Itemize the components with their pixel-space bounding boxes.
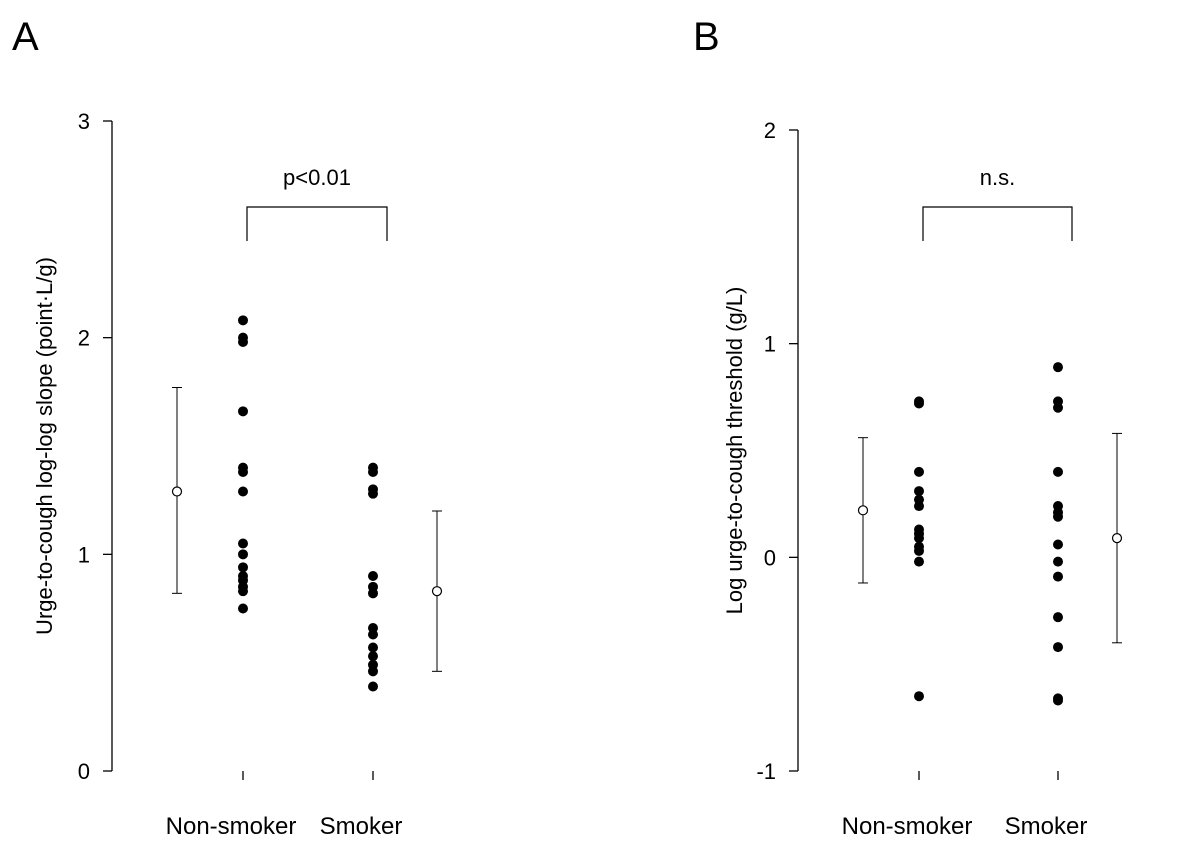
data-point	[368, 629, 378, 640]
y-tick-label: 2	[764, 118, 776, 143]
data-point	[914, 533, 924, 544]
significance-label: p<0.01	[283, 165, 351, 190]
data-point	[1053, 402, 1063, 413]
significance-label: n.s.	[980, 165, 1015, 190]
data-point	[238, 315, 248, 326]
data-point	[368, 488, 378, 499]
mean-marker	[171, 486, 183, 497]
data-point	[1053, 556, 1063, 567]
y-tick-label: 1	[764, 332, 776, 357]
data-point	[368, 666, 378, 677]
data-point	[238, 586, 248, 597]
data-point	[368, 571, 378, 581]
data-point	[1053, 362, 1063, 373]
significance-bracket	[922, 206, 1073, 241]
data-point	[1053, 511, 1063, 522]
data-point	[238, 603, 248, 614]
data-point	[238, 406, 248, 417]
y-tick-label: 3	[78, 109, 90, 134]
panel-letter: A	[12, 15, 39, 59]
mean-marker	[431, 586, 443, 597]
y-tick-label: 0	[78, 759, 90, 784]
data-point	[914, 398, 924, 409]
data-point	[914, 691, 924, 702]
y-tick-label: 2	[78, 326, 90, 351]
y-tick-label: 0	[764, 545, 776, 570]
data-point	[1053, 612, 1063, 623]
x-category-label: Smoker	[320, 813, 403, 840]
data-point	[238, 562, 248, 573]
mean-marker	[1111, 533, 1123, 544]
data-point	[368, 467, 378, 477]
data-point	[1053, 466, 1063, 477]
data-point	[368, 642, 378, 653]
data-point	[368, 651, 378, 662]
data-point	[1053, 571, 1063, 582]
data-point	[1053, 695, 1063, 706]
significance-bracket	[246, 206, 388, 241]
x-category-label: Non-smoker	[842, 813, 973, 840]
data-point	[1053, 539, 1063, 550]
y-tick-label: 1	[78, 542, 90, 567]
data-point	[368, 588, 378, 599]
data-point	[914, 501, 924, 512]
data-point	[914, 545, 924, 556]
mean-marker	[857, 505, 869, 516]
y-tick-label: -1	[756, 759, 776, 784]
data-point	[914, 466, 924, 477]
panel-b: B -1 0 1 2 Log urge-to-cough threshold (g/L) N…	[693, 15, 1123, 840]
panel-a: A 0 1 2 3 Urge-to-cough log-log slope (point·…	[12, 15, 443, 840]
panel-letter: B	[693, 15, 720, 59]
data-point	[238, 337, 248, 347]
data-point	[238, 538, 248, 549]
data-point	[238, 549, 248, 560]
x-category-label: Non-smoker	[166, 813, 297, 840]
data-point	[368, 681, 378, 692]
data-point	[914, 556, 924, 567]
x-category-label: Smoker	[1005, 813, 1088, 840]
y-axis-label: Urge-to-cough log-log slope (point·L/g)	[32, 257, 57, 635]
data-point	[914, 486, 924, 497]
data-point	[238, 486, 248, 497]
y-axis-label: Log urge-to-cough threshold (g/L)	[722, 287, 747, 615]
data-point	[238, 467, 248, 477]
data-point	[1053, 642, 1063, 653]
